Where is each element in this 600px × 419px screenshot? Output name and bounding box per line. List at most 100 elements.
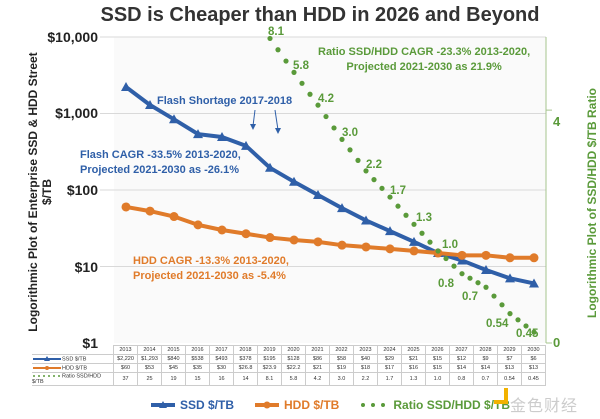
hdd-point-2030	[529, 253, 539, 263]
flash-shortage-arrow-2018	[274, 109, 279, 131]
hdd-point-2014	[145, 206, 155, 216]
table-cell: $35	[185, 363, 210, 373]
ssd-point-2028	[481, 265, 491, 275]
ratio-dot-2028-0	[483, 284, 489, 290]
table-cell: $538	[185, 354, 210, 364]
table-cell: $12	[449, 354, 474, 364]
ratio-dot-2019-0	[267, 35, 273, 42]
hdd-point-2015	[169, 212, 179, 222]
table-cell: $16	[401, 363, 426, 373]
table-cell: 1.7	[377, 371, 402, 387]
ratio-label-2024: 1.7	[390, 185, 406, 198]
table-cell: $195	[257, 354, 282, 364]
table-header-2016: 2016	[185, 345, 210, 355]
table-header-2022: 2022	[329, 345, 354, 355]
table-swatch-ratio	[33, 375, 61, 377]
y-tick-10: $10	[74, 259, 98, 275]
y-tick-10000: $10,000	[47, 29, 98, 45]
ratio-dot-2029-2	[523, 323, 529, 329]
table-row-label-text: Ratio SSD/HDD $/TB	[32, 373, 102, 386]
table-header-2027: 2027	[449, 345, 474, 355]
table-cell: $23.9	[257, 363, 282, 373]
annotation-flash-cagr-line1: Flash CAGR -33.5% 2013-2020,	[80, 149, 241, 161]
ratio-dot-2027-0	[459, 271, 465, 277]
table-cell: $21	[305, 363, 330, 373]
table-cell: 3.0	[329, 371, 354, 387]
table-header-2026: 2026	[425, 345, 450, 355]
ssd-point-2021	[313, 190, 323, 200]
watermark-text: 金色财经	[510, 398, 579, 415]
table-cell: $26.8	[233, 363, 258, 373]
table-cell: $128	[281, 354, 306, 364]
y2-tick-4: 4	[553, 114, 561, 129]
table-cell: $9	[473, 354, 498, 364]
table-cell: 0.7	[473, 371, 498, 387]
ratio-label-2022: 3.0	[342, 127, 358, 140]
ssd-point-2029	[505, 273, 515, 283]
table-cell: 16	[209, 371, 234, 387]
ratio-dot-2026-2	[451, 263, 457, 269]
hdd-point-2013	[121, 202, 131, 212]
ratio-series	[259, 17, 537, 335]
hdd-point-2027	[457, 250, 467, 260]
table-swatch-ssd	[33, 355, 61, 361]
table-cell: $493	[209, 354, 234, 364]
table-cell: 1.3	[401, 371, 426, 387]
ssd-point-2024	[385, 226, 395, 236]
flash-shortage-arrowhead-2017	[250, 124, 256, 130]
table-cell: $840	[161, 354, 186, 364]
ratio-label-2027: 0.8	[438, 277, 454, 290]
annotation-flash-cagr: Flash CAGR -33.5% 2013-2020, Projected 2…	[80, 148, 241, 178]
ssd-point-2016	[193, 129, 203, 139]
ratio-dot-2022-1	[347, 147, 353, 153]
y-tick-100: $100	[66, 182, 98, 198]
ssd-point-2023	[361, 215, 371, 225]
hdd-point-2022	[337, 240, 347, 250]
table-cell: 15	[185, 371, 210, 387]
table-cell: 5.8	[281, 371, 306, 387]
table-cell: 0.54	[497, 371, 522, 387]
table-cell: 0.45	[521, 371, 546, 387]
ssd-point-2020	[289, 176, 299, 186]
data-table: 2013 2014 2015 2016 2017 2018 2019 2020 2021 2022…	[32, 345, 546, 387]
annotation-ratio-cagr: Ratio SSD/HDD CAGR -23.3% 2013-2020, Pro…	[318, 45, 530, 75]
ratio-dot-2024-1	[395, 203, 401, 209]
table-cell: $18	[353, 363, 378, 373]
table-header-2025: 2025	[401, 345, 426, 355]
table-cell: $14	[473, 363, 498, 373]
table-cell: $53	[137, 363, 162, 373]
legend: SSD $/TB HDD $/TB Ratio SSD/HDD $/TB	[150, 398, 510, 412]
annotation-hdd-cagr-line1: HDD CAGR -13.3% 2013-2020,	[133, 255, 289, 267]
table-cell: 2.2	[353, 371, 378, 387]
table-header-2021: 2021	[305, 345, 330, 355]
ratio-dot-2021-2	[331, 125, 337, 131]
table-swatch-hdd	[33, 365, 61, 370]
ratio-label-2026: 1.0	[442, 239, 458, 251]
legend-label-ratio: Ratio SSD/HDD $/TB	[393, 398, 511, 412]
legend-item-ratio: Ratio SSD/HDD $/TB	[359, 398, 510, 412]
legend-swatch-hdd	[255, 401, 280, 409]
ratio-dot-2025-1	[419, 230, 425, 236]
table-row: HDD $/TB $60 $53 $45 $35 $30 $26.8 $23.9 $22.2 $2…	[32, 363, 546, 373]
ssd-point-2015	[169, 114, 179, 124]
watermark-logo-icon	[494, 388, 508, 404]
ssd-point-2027	[457, 255, 467, 265]
ratio-dot-2029-1	[515, 317, 521, 323]
annotation-ratio-cagr-line2: Projected 2021-2030 as 21.9%	[346, 61, 502, 73]
table-header-2014: 2014	[137, 345, 162, 355]
table-cell: 14	[233, 371, 258, 387]
ssd-point-2025	[409, 236, 419, 246]
ratio-dot-2021-0	[315, 102, 321, 108]
y-tick-1000: $1,000	[55, 105, 98, 121]
table-cell: $40	[353, 354, 378, 364]
table-cell: $19	[329, 363, 354, 373]
ratio-dot-2020-0	[291, 69, 297, 75]
ssd-point-2014	[145, 99, 155, 109]
ratio-label-2025: 1.3	[416, 212, 432, 225]
legend-swatch-ssd	[151, 401, 175, 408]
table-cell: $14	[449, 363, 474, 373]
table-header-2030: 2030	[521, 345, 546, 355]
table-cell: 8.1	[257, 371, 282, 387]
ratio-dot-2018-2	[259, 17, 264, 22]
